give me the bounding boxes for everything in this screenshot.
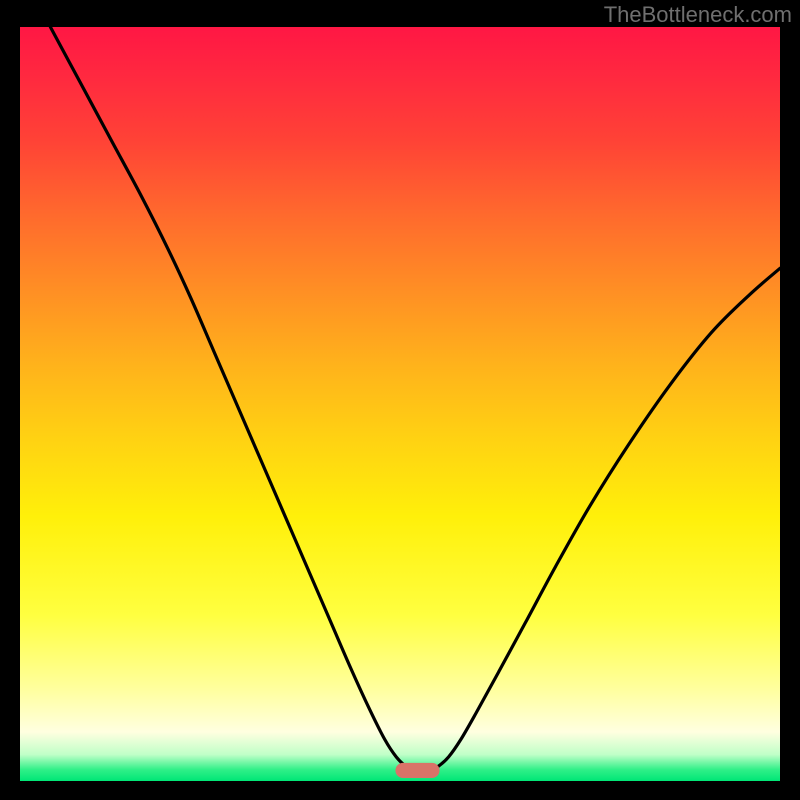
bottleneck-chart — [20, 27, 780, 781]
optimal-marker — [395, 763, 439, 778]
watermark-text: TheBottleneck.com — [604, 2, 792, 28]
chart-container: TheBottleneck.com — [0, 0, 800, 800]
gradient-background — [20, 27, 780, 781]
